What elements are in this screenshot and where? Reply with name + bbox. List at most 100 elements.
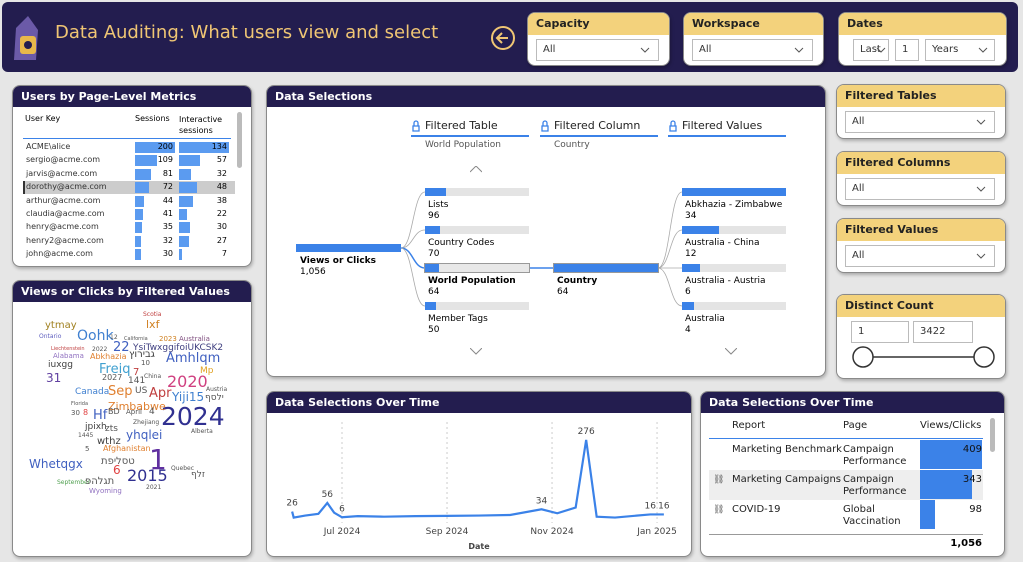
cloud-word: BD	[108, 407, 120, 416]
node-label: Australia - China	[685, 238, 760, 248]
node-label: Australia	[685, 314, 725, 324]
interactive-bar	[179, 155, 201, 167]
node-label: Member Tags	[428, 314, 488, 324]
slider-handle[interactable]	[973, 346, 995, 368]
column-header: User Key	[25, 114, 61, 123]
cloud-word: jpixh	[85, 422, 107, 432]
card-title: Views or Clicks by Filtered Values	[13, 281, 251, 302]
level-selected: World Population	[425, 140, 501, 150]
cloud-word: Florida	[71, 401, 89, 407]
header-rule	[23, 138, 231, 139]
dates-unit[interactable]: Years	[925, 39, 995, 61]
sessions-bar	[135, 249, 141, 261]
lock-icon	[412, 120, 420, 132]
cloud-word: zts	[105, 424, 118, 434]
arrow-icon	[470, 348, 482, 355]
scroll-arrow[interactable]	[470, 166, 482, 173]
slicer-title: Filtered Tables	[837, 85, 1005, 107]
dropdown[interactable]: All	[692, 39, 813, 61]
node-label: Country	[557, 276, 598, 286]
user-key: john@acme.com	[26, 249, 93, 259]
cloud-word: גבירוץ	[129, 349, 155, 360]
connector	[657, 191, 683, 269]
dates-mode-value: Last	[860, 44, 881, 55]
chevron-icon	[876, 47, 886, 53]
interactive-bar	[179, 182, 197, 194]
range-min[interactable]: 1	[851, 321, 909, 343]
tree-connectors	[400, 191, 683, 307]
node-bar	[425, 188, 446, 196]
chevron-icon	[794, 47, 804, 53]
page-name: Global Vaccination	[843, 504, 901, 527]
back-button[interactable]	[490, 25, 516, 51]
column-header: Interactive sessions	[179, 115, 223, 135]
node-value: 4	[685, 325, 691, 335]
dropdown[interactable]: All	[845, 178, 995, 200]
column-header: Page	[843, 420, 868, 431]
cloud-word: lxf	[146, 318, 160, 331]
interactive-value: 27	[216, 235, 227, 245]
range-slider[interactable]	[849, 345, 999, 369]
card-title: Data Selections Over Time	[267, 392, 691, 413]
x-tick-label: Jul 2024	[323, 527, 361, 537]
cloud-word: China	[144, 373, 162, 380]
dropdown[interactable]: All	[845, 111, 995, 133]
sessions-value: 200	[157, 142, 173, 151]
report-name: Marketing Campaigns	[732, 474, 842, 485]
slider-handle[interactable]	[852, 346, 874, 368]
sessions-bar	[135, 222, 142, 234]
column-header: Report	[732, 420, 766, 431]
level-title: Filtered Column	[554, 119, 641, 132]
node-track	[425, 226, 529, 234]
dates-unit-value: Years	[932, 44, 959, 55]
node-value: 6	[685, 287, 691, 297]
cloud-word: Zimbabwe	[108, 400, 166, 413]
chevron	[794, 47, 804, 53]
level-selected: Country	[554, 140, 590, 150]
cloud-word: זלף	[191, 470, 205, 480]
range-min-value: 1	[858, 326, 865, 337]
dropdown[interactable]: All	[845, 245, 995, 267]
chevron-icon	[978, 47, 988, 53]
cloud-word: Apr	[149, 386, 172, 401]
node-label: Lists	[428, 200, 449, 210]
cloud-word: ytmay	[45, 320, 77, 331]
line	[291, 439, 664, 519]
chevron	[978, 47, 988, 53]
link-icon: ⛓	[713, 505, 725, 515]
range-max[interactable]: 3422	[913, 321, 973, 343]
cloud-word: Whetqgx	[29, 457, 83, 471]
cloud-word: Ontario	[39, 333, 62, 340]
node-bar	[425, 226, 441, 234]
cloud-word: 8	[83, 408, 89, 417]
users-table-card: Users by Page-Level Metrics User Key Sessi…	[12, 85, 252, 267]
card-title: Users by Page-Level Metrics	[13, 86, 251, 107]
scroll-arrow[interactable]	[470, 348, 482, 355]
cloud-word: תגלהפ	[85, 476, 115, 487]
sessions-value: 109	[157, 155, 173, 165]
dates-mode[interactable]: Last	[853, 39, 889, 61]
dates-count[interactable]: 1	[895, 39, 919, 61]
sessions-bar	[135, 142, 175, 153]
connector	[400, 191, 426, 249]
chevron	[976, 253, 986, 259]
user-key: sergio@acme.com	[26, 155, 101, 165]
sessions-bar	[135, 155, 157, 167]
dropdown[interactable]: All	[536, 39, 659, 61]
scroll-arrow[interactable]	[725, 348, 737, 355]
chevron	[976, 119, 986, 125]
level-rule	[540, 135, 658, 137]
lock-shape	[669, 120, 677, 132]
views-value: 409	[962, 444, 982, 455]
chevron	[976, 186, 986, 192]
interactive-value: 22	[216, 209, 227, 218]
logo	[14, 16, 38, 60]
cloud-word: 1	[149, 443, 167, 476]
slicer-title: Filtered Values	[837, 219, 1005, 241]
connector	[400, 229, 426, 249]
x-tick-label: Sep 2024	[426, 527, 469, 537]
chevron	[640, 47, 650, 53]
x-tick-label: Nov 2024	[530, 527, 574, 537]
dates-count-value: 1	[902, 44, 909, 55]
interactive-value: 30	[216, 222, 227, 232]
